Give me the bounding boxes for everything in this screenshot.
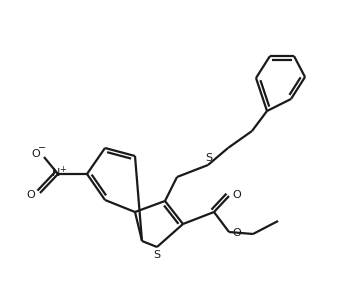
Text: O: O [26, 190, 35, 200]
Text: O: O [32, 149, 40, 159]
Text: S: S [153, 250, 161, 260]
Text: N: N [52, 168, 60, 178]
Text: O: O [233, 190, 241, 200]
Text: O: O [233, 228, 241, 238]
Text: −: − [38, 143, 46, 153]
Text: +: + [60, 165, 66, 173]
Text: S: S [205, 153, 213, 163]
